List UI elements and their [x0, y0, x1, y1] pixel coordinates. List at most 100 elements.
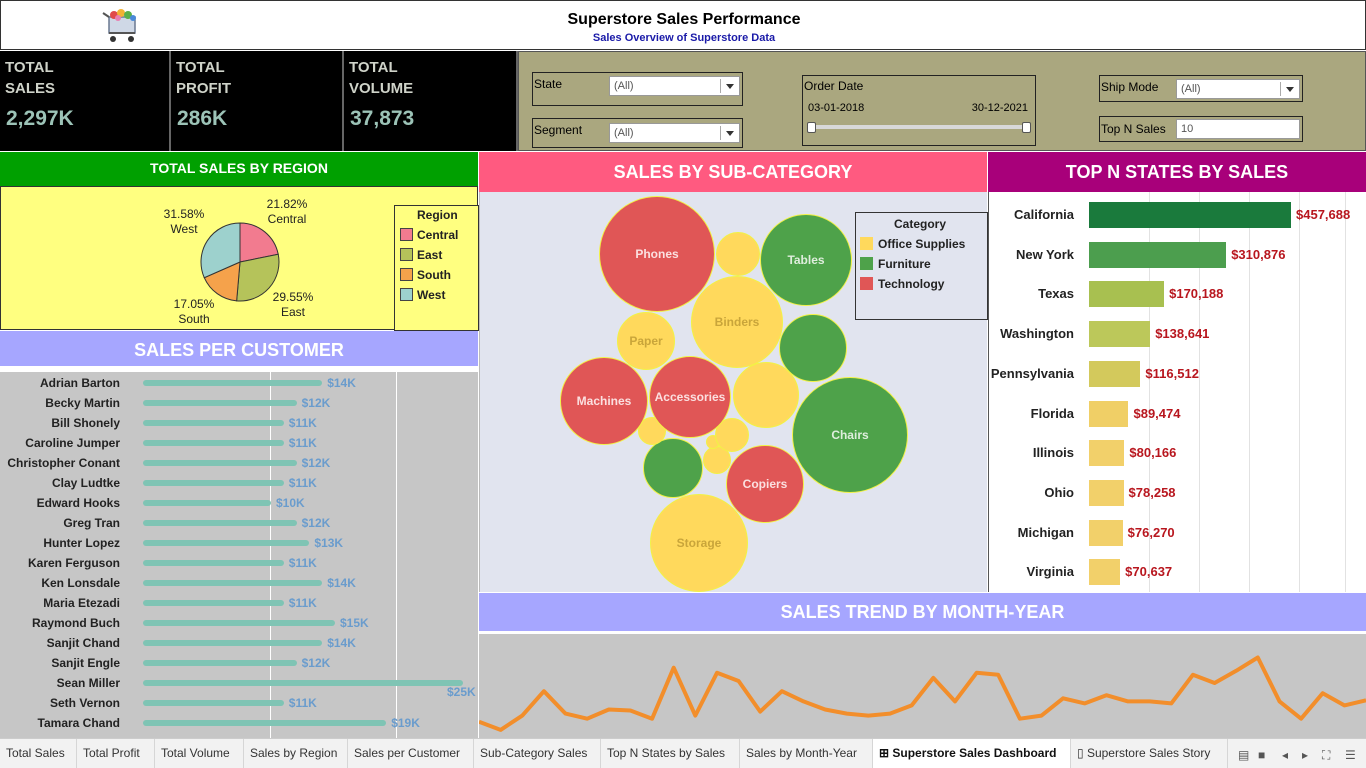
order-date-slider[interactable] [811, 125, 1027, 129]
customer-name: Seth Vernon [50, 696, 120, 710]
state-bar[interactable] [1089, 202, 1291, 228]
kpi-total-profit[interactable]: TOTAL PROFIT 286K [171, 51, 344, 151]
tab-sales-by-region[interactable]: Sales by Region [244, 739, 348, 768]
bubble-paper[interactable]: Paper [617, 312, 675, 370]
customer-bar[interactable] [143, 680, 463, 686]
customer-bar[interactable] [143, 500, 271, 506]
customer-bar[interactable] [143, 580, 322, 586]
tab-sales-by-month-year[interactable]: Sales by Month-Year [740, 739, 873, 768]
legend-item-west[interactable]: West [417, 288, 445, 302]
customer-bar[interactable] [143, 640, 322, 646]
customer-name: Karen Ferguson [28, 556, 120, 570]
state-filter-label: State [534, 77, 562, 91]
kpi-label: TOTAL VOLUME [349, 57, 413, 99]
customer-value: $11K [289, 476, 317, 490]
customer-bar[interactable] [143, 420, 284, 426]
kpi-total-sales[interactable]: TOTAL SALES 2,297K [0, 51, 171, 151]
customer-value: $14K [327, 636, 356, 650]
legend-item-office-supplies[interactable]: Office Supplies [878, 237, 965, 251]
fullscreen-icon[interactable]: ⛶ [1322, 748, 1330, 763]
filmstrip-icon[interactable]: ■ [1258, 748, 1265, 762]
customer-bar[interactable] [143, 600, 284, 606]
bubble-accessories[interactable]: Accessories [649, 356, 731, 438]
tab-total-volume[interactable]: Total Volume [155, 739, 244, 768]
tab-top-n-states-by-sales[interactable]: Top N States by Sales [601, 739, 740, 768]
gridline [1345, 192, 1346, 592]
sheet-tab-bar: ▤ ■ ◂ ▸ ⛶ ☰ Total Sales Total Profit Total… [0, 738, 1366, 768]
customer-bar[interactable] [143, 520, 297, 526]
bubble-phones[interactable]: Phones [599, 196, 715, 312]
bubble-storage[interactable]: Storage [650, 494, 748, 592]
next-sheet-icon[interactable]: ▸ [1302, 748, 1308, 762]
state-name: Illinois [1033, 445, 1074, 460]
tab-total-profit[interactable]: Total Profit [77, 739, 155, 768]
customer-bar[interactable] [143, 700, 284, 706]
region-legend-title: Region [417, 208, 458, 222]
bubble-binders[interactable]: Binders [691, 276, 783, 368]
tab-sales-per-customer[interactable]: Sales per Customer [348, 739, 474, 768]
top-n-input[interactable]: 10 [1176, 119, 1300, 139]
legend-item-central[interactable]: Central [417, 228, 458, 242]
customer-bar[interactable] [143, 460, 297, 466]
state-bar[interactable] [1089, 480, 1124, 506]
previous-sheet-icon[interactable]: ◂ [1282, 748, 1288, 762]
customer-bar[interactable] [143, 620, 335, 626]
legend-item-technology[interactable]: Technology [878, 277, 944, 291]
state-bar[interactable] [1089, 242, 1226, 268]
customer-bar[interactable] [143, 380, 322, 386]
tab-superstore-sales-story[interactable]: ▯ Superstore Sales Story [1071, 739, 1228, 768]
legend-item-furniture[interactable]: Furniture [878, 257, 931, 271]
state-bar[interactable] [1089, 361, 1140, 387]
grid-view-icon[interactable]: ▤ [1238, 748, 1249, 762]
segment-select[interactable]: (All) [609, 123, 740, 143]
legend-swatch-technology [860, 277, 873, 290]
legend-item-east[interactable]: East [417, 248, 442, 262]
order-date-end-handle[interactable] [1022, 122, 1031, 133]
customer-value: $11K [289, 416, 317, 430]
bubble-machines[interactable]: Machines [560, 357, 648, 445]
customer-bar[interactable] [143, 480, 284, 486]
legend-swatch-central [400, 228, 413, 241]
tab-total-sales[interactable]: Total Sales [0, 739, 77, 768]
customer-bar[interactable] [143, 400, 297, 406]
trend-line[interactable] [479, 658, 1366, 730]
state-bar[interactable] [1089, 401, 1128, 427]
bubble[interactable] [779, 314, 847, 382]
state-bar[interactable] [1089, 559, 1120, 585]
customer-value: $19K [391, 716, 420, 730]
menu-icon[interactable]: ☰ [1345, 748, 1356, 762]
customer-bar[interactable] [143, 540, 309, 546]
customer-value: $11K [289, 436, 317, 450]
customer-bar[interactable] [143, 660, 297, 666]
state-value: $116,512 [1145, 366, 1199, 381]
tab-superstore-sales-dashboard[interactable]: ⊞ Superstore Sales Dashboard [873, 739, 1071, 768]
customer-bar[interactable] [143, 560, 284, 566]
bubble-copiers[interactable]: Copiers [726, 445, 804, 523]
legend-item-south[interactable]: South [417, 268, 451, 282]
tab-sub-category-sales[interactable]: Sub-Category Sales [474, 739, 601, 768]
state-select[interactable]: (All) [609, 76, 740, 96]
state-bar[interactable] [1089, 281, 1164, 307]
bubble[interactable] [716, 232, 760, 276]
bubble-tables[interactable]: Tables [760, 214, 852, 306]
category-legend-title: Category [894, 217, 946, 231]
legend-swatch-office-supplies [860, 237, 873, 250]
region-legend: Region Central East South West [394, 205, 479, 331]
customer-bar[interactable] [143, 440, 284, 446]
state-bar[interactable] [1089, 440, 1124, 466]
customer-bar[interactable] [143, 720, 386, 726]
bubble-chairs[interactable]: Chairs [792, 377, 908, 493]
ship-mode-select[interactable]: (All) [1176, 79, 1300, 99]
region-section-title: TOTAL SALES BY REGION [0, 152, 478, 186]
order-date-start-handle[interactable] [807, 122, 816, 133]
bubble[interactable] [643, 438, 703, 498]
states-bar-chart: California $457,688 New York $310,876 Texas $… [988, 192, 1366, 592]
state-bar[interactable] [1089, 321, 1150, 347]
customer-name: Raymond Buch [32, 616, 120, 630]
chevron-down-icon [726, 84, 734, 89]
customer-value: $25K [447, 685, 476, 699]
state-name: Texas [1038, 286, 1074, 301]
state-bar[interactable] [1089, 520, 1123, 546]
kpi-total-volume[interactable]: TOTAL VOLUME 37,873 [344, 51, 518, 151]
order-date-end: 30-12-2021 [972, 102, 1028, 114]
